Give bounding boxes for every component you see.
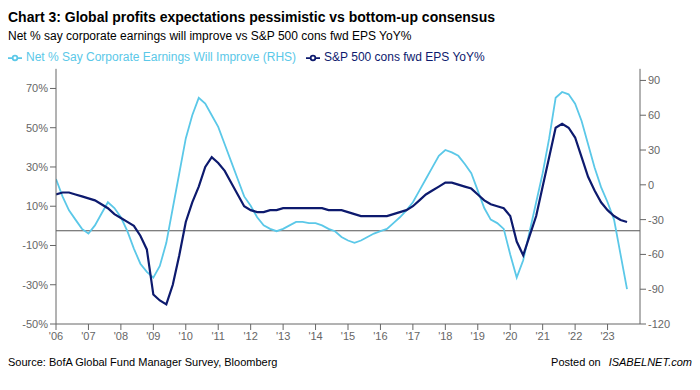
svg-text:'08: '08 [114,330,128,342]
svg-text:'06: '06 [49,330,63,342]
svg-text:-60: -60 [648,248,664,260]
svg-text:'16: '16 [373,330,387,342]
svg-text:50%: 50% [26,122,48,134]
svg-text:-30: -30 [648,214,664,226]
svg-text:60: 60 [648,109,660,121]
html-text:S&P 500 cons fwd EPS YoY%: S&P 500 cons fwd EPS YoY% [324,50,485,64]
svg-text:10%: 10% [26,200,48,212]
svg-text:'10: '10 [179,330,193,342]
svg-text:'17: '17 [406,330,420,342]
html-text:Net % say corporate earnings w: Net % say corporate earnings will improv… [8,29,412,43]
html-text:Source: BofA Global Fund Manag: Source: BofA Global Fund Manager Survey,… [8,356,278,368]
svg-text:70%: 70% [26,82,48,94]
svg-text:'18: '18 [438,330,452,342]
svg-text:'14: '14 [308,330,322,342]
svg-text:'21: '21 [535,330,549,342]
html-text:ISABELNET.com: ISABELNET.com [608,356,692,368]
svg-text:'09: '09 [146,330,160,342]
svg-text:'12: '12 [243,330,257,342]
svg-text:-120: -120 [648,318,670,330]
svg-text:'13: '13 [276,330,290,342]
svg-text:'22: '22 [568,330,582,342]
svg-text:'23: '23 [600,330,614,342]
svg-text:'19: '19 [471,330,485,342]
svg-text:'07: '07 [81,330,95,342]
svg-text:90: 90 [648,74,660,86]
svg-text:-30%: -30% [22,279,48,291]
svg-text:'15: '15 [341,330,355,342]
svg-text:30: 30 [648,144,660,156]
html-text:Chart 3: Global profits expect: Chart 3: Global profits expectations pes… [8,9,495,25]
svg-text:-50%: -50% [22,318,48,330]
html-text:Posted on: Posted on [551,356,601,368]
svg-text:-10%: -10% [22,239,48,251]
html-text:Net % Say Corporate Earnings W: Net % Say Corporate Earnings Will Improv… [26,50,297,64]
svg-text:'20: '20 [503,330,517,342]
svg-text:0: 0 [648,179,654,191]
svg-text:'11: '11 [211,330,225,342]
svg-text:-90: -90 [648,283,664,295]
svg-text:30%: 30% [26,161,48,173]
